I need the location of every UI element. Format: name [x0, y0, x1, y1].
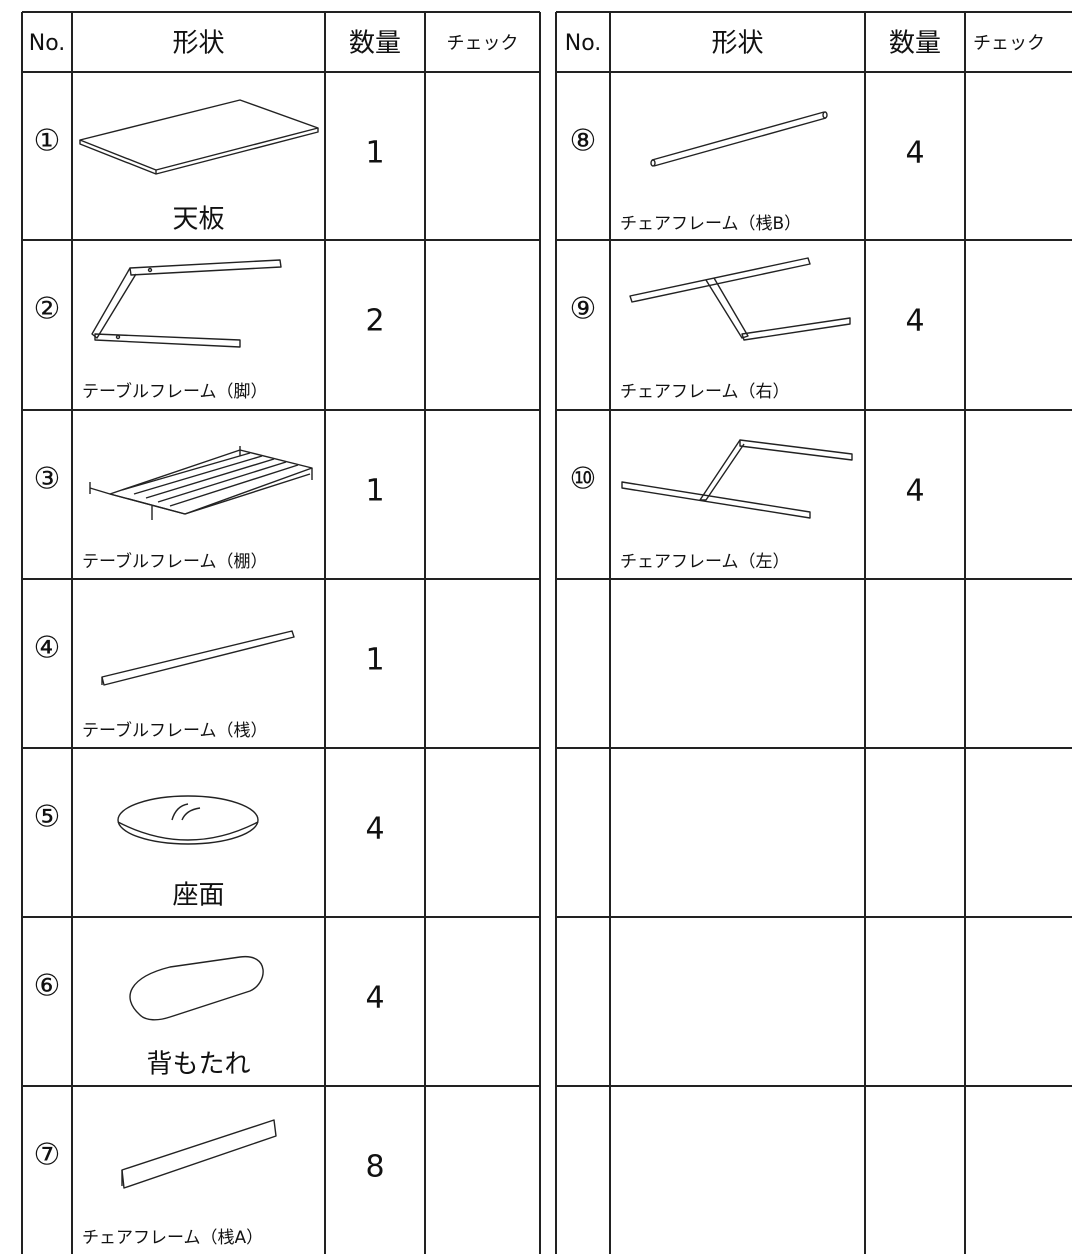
drawing-chair-left: [621, 439, 853, 519]
part-name: 座面: [172, 881, 224, 911]
part-number: ⑤: [34, 800, 61, 835]
part-name: テーブルフレーム（桟）: [82, 720, 267, 741]
part-quantity: 1: [365, 136, 384, 171]
column-header: チェック: [973, 33, 1045, 54]
part-quantity: 4: [365, 981, 384, 1016]
column-header: No.: [565, 31, 602, 56]
part-name: チェアフレーム（桟A）: [82, 1228, 263, 1248]
drawing-table-bar: [101, 630, 295, 686]
table-grid: [21, 11, 1072, 1254]
part-quantity: 4: [905, 304, 924, 339]
part-number: ⑥: [34, 969, 61, 1004]
drawing-chair-bar-b: [650, 111, 828, 167]
part-quantity: 1: [365, 474, 384, 509]
part-number: ⑨: [570, 292, 597, 327]
column-header: チェック: [447, 33, 519, 54]
part-name: テーブルフレーム（脚）: [82, 381, 267, 402]
column-header: 数量: [349, 29, 401, 59]
part-number: ①: [34, 124, 61, 159]
part-quantity: 4: [365, 812, 384, 847]
part-name: チェアフレーム（桟B）: [620, 214, 801, 234]
part-quantity: 4: [905, 136, 924, 171]
part-name: チェアフレーム（右）: [620, 382, 790, 402]
drawing-chair-right: [629, 257, 851, 341]
part-drawings: [79, 99, 853, 1189]
part-quantity: 8: [365, 1150, 384, 1185]
part-quantity: 2: [365, 304, 384, 339]
drawing-table-leg: [91, 259, 282, 348]
drawing-chair-bar-a: [121, 1119, 277, 1189]
part-name: テーブルフレーム（棚）: [82, 551, 267, 572]
part-number: ⑧: [570, 124, 597, 159]
part-quantity: 4: [905, 474, 924, 509]
column-header: 数量: [889, 29, 941, 59]
drawing-backrest: [129, 956, 264, 1021]
part-name: 天板: [172, 205, 224, 235]
part-number: ⑦: [34, 1138, 61, 1173]
part-number: ④: [34, 631, 61, 666]
column-header: 形状: [172, 29, 224, 59]
column-header: No.: [29, 31, 66, 56]
part-name: チェアフレーム（左）: [620, 552, 790, 572]
drawing-table-shelf: [89, 446, 313, 520]
part-number: ②: [34, 292, 61, 327]
column-header: 形状: [711, 29, 763, 59]
drawing-top-board: [79, 99, 319, 175]
part-number: ⑩: [570, 462, 597, 497]
part-name: 背もたれ: [146, 1050, 250, 1080]
drawing-seat: [117, 795, 259, 845]
table-texts: No. 形状 数量 チェック ① 1 天板 ② 2 テーブルフレーム（脚） ③ 1 テーブルフレーム（棚…: [29, 29, 1045, 1249]
part-quantity: 1: [365, 643, 384, 678]
part-number: ③: [34, 462, 61, 497]
